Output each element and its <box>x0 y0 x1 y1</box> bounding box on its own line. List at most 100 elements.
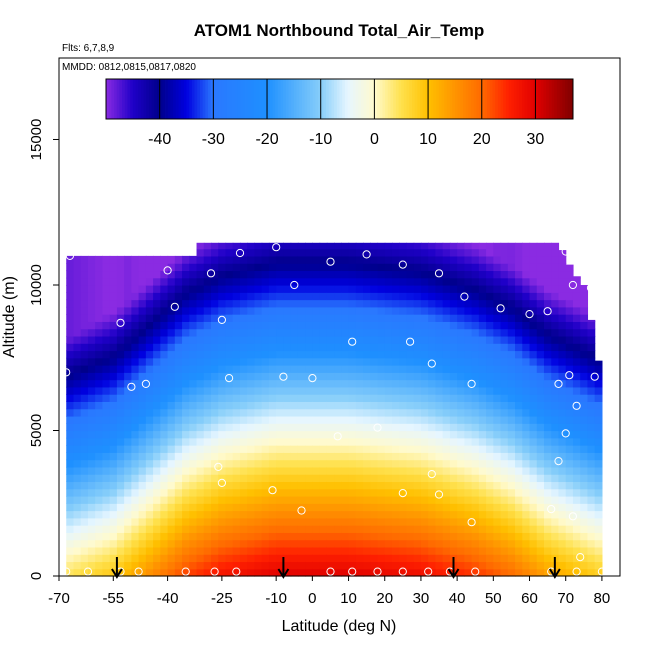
heatmap-cell <box>95 474 104 483</box>
colorbar-cell <box>339 79 343 119</box>
heatmap-cell <box>507 445 516 453</box>
heatmap-cell <box>87 561 96 570</box>
heatmap-cell <box>225 481 234 490</box>
heatmap-cell <box>87 525 96 533</box>
heatmap-cell <box>73 343 82 352</box>
heatmap-cell <box>355 532 364 541</box>
heatmap-cell <box>399 408 408 417</box>
heatmap-cell <box>225 539 234 548</box>
heatmap-cell <box>536 248 545 257</box>
heatmap-cell <box>543 343 552 352</box>
colorbar-cell <box>162 79 166 119</box>
heatmap-cell <box>435 481 444 490</box>
heatmap-cell <box>102 263 111 272</box>
heatmap-cell <box>276 357 284 366</box>
heatmap-cell <box>239 299 248 308</box>
heatmap-cell <box>442 328 451 337</box>
heatmap-cell <box>457 255 465 264</box>
heatmap-cell <box>124 401 132 410</box>
heatmap-cell <box>449 408 458 417</box>
heatmap-cell <box>95 386 104 395</box>
heatmap-cell <box>580 328 589 337</box>
heatmap-cell <box>428 546 437 555</box>
heatmap-cell <box>529 372 538 381</box>
heatmap-cell <box>391 459 400 468</box>
heatmap-cell <box>319 539 328 548</box>
heatmap-cell <box>399 510 408 519</box>
heatmap-cell <box>348 525 357 533</box>
heatmap-cell <box>95 459 104 468</box>
heatmap-cell <box>413 459 422 468</box>
heatmap-cell <box>73 466 82 475</box>
heatmap-cell <box>457 503 465 512</box>
heatmap-cell <box>124 306 132 315</box>
heatmap-cell <box>167 343 176 352</box>
heatmap-cell <box>268 255 277 264</box>
heatmap-cell <box>543 423 552 432</box>
heatmap-cell <box>580 546 589 555</box>
heatmap-cell <box>580 437 589 446</box>
heatmap-cell <box>211 452 219 461</box>
heatmap-cell <box>428 386 437 395</box>
heatmap-cell <box>406 292 415 301</box>
observation-point <box>576 553 585 562</box>
heatmap-cell <box>413 277 422 286</box>
heatmap-cell <box>87 372 96 381</box>
heatmap-cell <box>522 415 531 424</box>
heatmap-cell <box>87 401 96 410</box>
heatmap-cell <box>131 532 140 541</box>
colorbar-cell <box>548 79 552 119</box>
heatmap-cell <box>254 525 263 533</box>
heatmap-cell <box>478 459 487 468</box>
colorbar-cell <box>532 79 536 119</box>
heatmap-cell <box>384 314 393 322</box>
heatmap-cell <box>522 299 531 308</box>
heatmap-cell <box>102 350 111 359</box>
heatmap-cell <box>522 423 531 432</box>
heatmap-cell <box>305 488 313 497</box>
heatmap-cell <box>457 546 465 555</box>
heatmap-cell <box>515 474 523 483</box>
heatmap-cell <box>558 481 567 490</box>
colorbar-tick-label: -10 <box>309 131 332 148</box>
heatmap-cell <box>580 517 589 526</box>
heatmap-cell <box>254 481 263 490</box>
colorbar-cell <box>438 79 442 119</box>
heatmap-cell <box>406 335 415 344</box>
heatmap-cell <box>66 314 75 322</box>
heatmap-cell <box>138 408 147 417</box>
heatmap-cell <box>95 401 104 410</box>
heatmap-cell <box>384 335 393 344</box>
colorbar-cell <box>336 79 340 119</box>
heatmap-cell <box>95 415 104 424</box>
heatmap-cell <box>182 386 190 395</box>
heatmap-cell <box>138 321 147 330</box>
heatmap-cell <box>80 525 89 533</box>
heatmap-cell <box>464 357 473 366</box>
observation-point <box>373 567 382 576</box>
heatmap-cell <box>391 481 400 490</box>
y-tick-label: 10000 <box>28 264 45 306</box>
heatmap-cell <box>297 328 306 337</box>
heatmap-cell <box>406 284 415 293</box>
heatmap-cell <box>377 242 386 250</box>
heatmap-cell <box>290 510 299 519</box>
heatmap-cell <box>203 357 212 366</box>
heatmap-cell <box>478 284 487 293</box>
heatmap-cell <box>587 401 596 410</box>
heatmap-cell <box>500 328 509 337</box>
heatmap-cell <box>500 445 509 453</box>
heatmap-cell <box>507 481 516 490</box>
heatmap-cell <box>500 474 509 483</box>
heatmap-cell <box>334 299 342 308</box>
heatmap-cell <box>102 255 111 264</box>
heatmap-cell <box>341 394 350 402</box>
heatmap-cell <box>399 299 408 308</box>
heatmap-cell <box>261 255 270 264</box>
heatmap-cell <box>326 335 335 344</box>
heatmap-cell <box>109 343 118 352</box>
x-tick-label: 10 <box>340 590 357 607</box>
heatmap-cell <box>334 546 342 555</box>
heatmap-cell <box>507 386 516 395</box>
heatmap-cell <box>457 372 465 381</box>
